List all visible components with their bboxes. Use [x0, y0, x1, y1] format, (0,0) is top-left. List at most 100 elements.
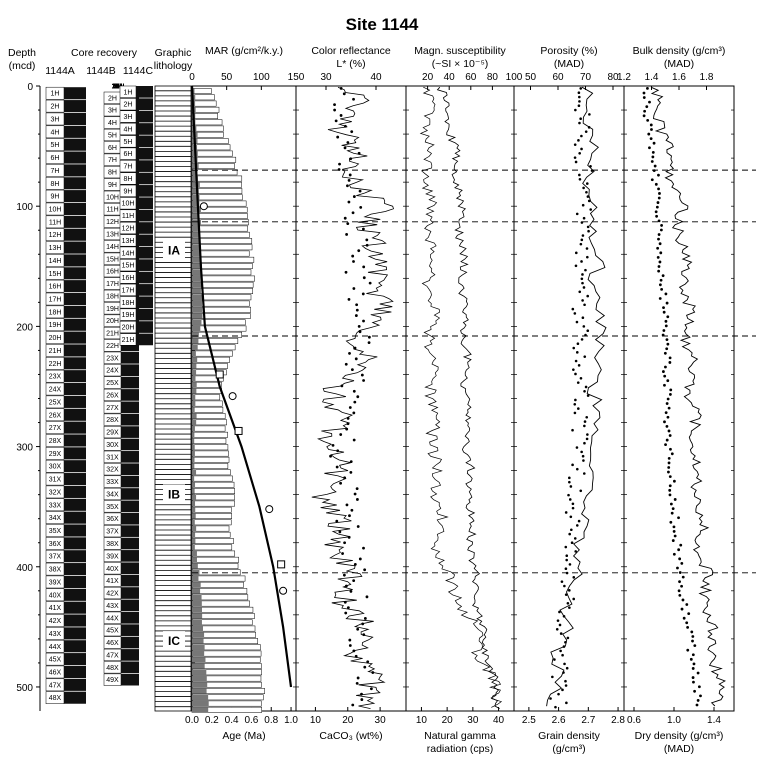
hole-a-core-label: 34X	[49, 515, 62, 522]
mar-bottom-tick-label: 0.8	[264, 715, 278, 726]
density-panel: Bulk density (g/cm³)(MAD)1.2 1.4 1.6 1.80.6…	[617, 45, 735, 755]
caco3-point	[359, 205, 363, 209]
hole-b-recovery-bar	[121, 587, 139, 599]
por-top-tick-label: 60	[552, 72, 564, 83]
mar-bottom-tick-label: 1.0	[284, 715, 298, 726]
bulk-density-point	[693, 689, 696, 693]
hole-a-core-label: 38X	[49, 567, 62, 574]
hole-a-core-label: 5H	[51, 142, 60, 149]
lithology-unit-label: IC	[168, 634, 180, 648]
hole-c-core-label: 7H	[124, 164, 133, 171]
caco3-point	[349, 157, 353, 161]
mar-top-tick-label: 0	[189, 72, 195, 83]
mar-carbonate-bar	[192, 494, 197, 500]
mag-top-tick-label: 20	[422, 72, 434, 83]
hole-c-core-label: 9H	[124, 188, 133, 195]
hole-a-recovery-bar	[64, 241, 86, 254]
hole-c-recovery-bar	[136, 185, 153, 197]
x-core-label: 3H	[114, 84, 123, 91]
hole-b-recovery-bar	[121, 599, 139, 612]
color-top-label-2: L* (%)	[336, 58, 365, 70]
mar-carbonate-bar	[192, 569, 200, 575]
hole-c-core-label: 19H	[122, 312, 135, 319]
hole-b-recovery-bar	[121, 562, 139, 575]
caco3-point	[352, 260, 355, 263]
caco3-point	[343, 216, 347, 220]
mar-total-bar	[191, 406, 224, 413]
bulk-density-point	[685, 603, 689, 606]
bulk-density-point	[668, 356, 672, 360]
caco3-point	[361, 292, 365, 296]
mar-carbonate-bar	[192, 600, 202, 607]
color-reflectance-line	[311, 86, 394, 709]
mar-total-bar	[191, 488, 235, 494]
caco3-point	[353, 400, 357, 404]
hole-a-core-label: 15H	[49, 271, 62, 278]
caco3-point	[353, 562, 357, 566]
porosity-point	[580, 277, 584, 281]
mar-carbonate-bar	[192, 194, 200, 200]
hole-b-core-label: 45X	[106, 628, 119, 635]
bulk-density-point	[664, 292, 668, 296]
caco3-point	[355, 308, 359, 312]
hole-label-1144b: 1144B	[86, 65, 116, 77]
mar-carbonate-bar	[192, 675, 207, 682]
mar-carbonate-bar	[192, 582, 201, 588]
hole-c-core-label: 12H	[122, 226, 135, 233]
unit-boundaries	[192, 169, 756, 574]
mar-carbonate-bar	[192, 200, 200, 207]
hole-c-core-label: 6H	[124, 151, 133, 158]
porosity-point	[583, 420, 587, 423]
bulk-density-point	[651, 150, 655, 154]
hole-a-core-label: 1H	[51, 91, 60, 98]
mar-total-bar	[191, 513, 232, 519]
porosity-point	[555, 627, 559, 631]
hole-a-core-label: 13H	[49, 245, 62, 252]
hole-a-recovery-bar	[64, 665, 86, 679]
hole-a-core-label: 47X	[49, 682, 62, 689]
hole-a-core-label: 37X	[49, 554, 62, 561]
mar-carbonate-bar	[192, 344, 198, 350]
lithology-label: Graphic	[155, 47, 192, 59]
porosity-point	[585, 182, 589, 185]
caco3-point	[352, 579, 356, 582]
x-core-label: 4H	[114, 84, 123, 91]
hole-a-recovery-bar	[64, 434, 86, 447]
hole-b-core-label: 24X	[106, 368, 119, 375]
porosity-point	[581, 234, 585, 237]
porosity-point	[577, 519, 581, 523]
caco3-point	[342, 92, 346, 96]
mar-total-bar	[191, 100, 217, 107]
porosity-point	[572, 597, 576, 601]
porosity-point	[573, 537, 577, 540]
hole-b-core-label: 47X	[106, 652, 119, 659]
hole-b-core-label: 3H	[108, 108, 117, 115]
hole-a-core-label: 41X	[49, 605, 62, 612]
caco3-point	[344, 584, 348, 588]
hole-a-core-label: 18H	[49, 309, 62, 316]
bulk-density-point	[669, 447, 672, 451]
mag-top-label: Magn. susceptibility	[414, 45, 506, 57]
bulk-density-point	[672, 479, 676, 483]
porosity-point	[579, 377, 583, 380]
porosity-point	[575, 467, 579, 471]
bulk-density-point	[677, 516, 680, 520]
caco3-point	[362, 265, 366, 269]
mar-carbonate-bar	[192, 388, 197, 394]
mar-carbonate-bar	[192, 463, 195, 469]
hole-c-recovery-bar	[136, 123, 153, 135]
mar-carbonate-bar	[192, 625, 203, 632]
bulk-density-point	[648, 146, 651, 150]
porosity-point	[561, 653, 564, 657]
bulk-density-point	[679, 543, 683, 547]
x-core-label: 18H	[112, 84, 125, 91]
porosity-point	[564, 511, 568, 514]
bulk-density-point	[653, 164, 657, 168]
porosity-point	[566, 636, 570, 640]
hole-a-recovery-bar	[64, 151, 86, 164]
hole-a-core-label: 25X	[49, 399, 62, 406]
caco3-point	[343, 476, 347, 480]
hole-a-recovery-bar	[64, 138, 86, 151]
porosity-point	[575, 320, 579, 324]
bulk-density-point	[668, 493, 672, 497]
